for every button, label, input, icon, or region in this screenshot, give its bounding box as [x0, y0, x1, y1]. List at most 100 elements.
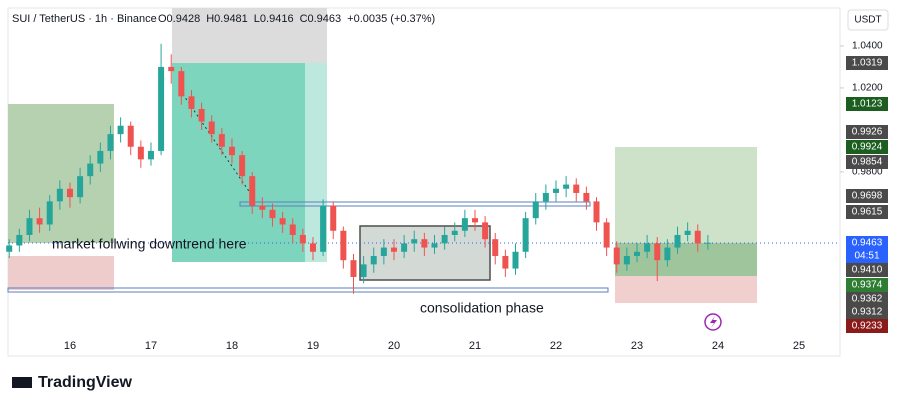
x-tick-label: 18	[226, 340, 238, 352]
candle-body	[249, 176, 256, 206]
price-label: 0.9854	[852, 157, 883, 168]
price-label-bg	[846, 236, 888, 250]
support-channel	[7, 287, 609, 293]
candle-body	[664, 247, 671, 261]
candle-body	[198, 108, 205, 122]
candle-body	[634, 251, 641, 256]
candle-body	[390, 247, 397, 252]
candle-body	[684, 230, 691, 235]
candle-body	[77, 176, 84, 198]
candle-body	[168, 66, 175, 72]
zone-green	[8, 104, 114, 243]
currency: USDT	[854, 15, 881, 26]
ohlc-value: O0.9428	[158, 13, 200, 25]
candle-body	[492, 239, 499, 256]
candle-body	[158, 66, 165, 151]
price-label: 0.9233	[852, 321, 883, 332]
y-tick-label: 1.0400	[852, 41, 883, 52]
price-label-bg	[846, 292, 888, 306]
brand: TradingView	[38, 374, 133, 391]
candle-body	[431, 243, 438, 248]
candle-body	[279, 218, 286, 225]
candle-body	[512, 251, 519, 269]
candle-body	[137, 146, 144, 160]
candle-body	[117, 125, 124, 135]
candle-body	[299, 234, 306, 244]
candle-body	[593, 201, 600, 223]
y-tick-label: 0.9800	[852, 167, 883, 178]
brand-logo	[12, 377, 32, 388]
candle-body	[694, 230, 701, 244]
price-label-bg	[846, 56, 888, 70]
price-label-bg	[846, 189, 888, 203]
candle-body	[178, 71, 185, 97]
price-label: 0.9698	[852, 191, 883, 202]
price-label: 1.0319	[852, 58, 883, 69]
candle-body	[188, 96, 195, 109]
candle-body	[46, 201, 53, 225]
candle-body	[16, 234, 23, 246]
currency-box[interactable]	[847, 9, 889, 31]
candle-body	[26, 218, 33, 235]
candle-body	[87, 163, 94, 177]
x-tick-label: 22	[550, 340, 562, 352]
price-label: 0.9463	[852, 238, 883, 249]
zone-stop	[615, 276, 757, 303]
ohlc-value: C0.9463	[300, 13, 342, 25]
candle-body	[441, 234, 448, 244]
candle-body	[289, 224, 296, 235]
x-tick-label: 17	[145, 340, 157, 352]
candle-body	[482, 222, 489, 240]
ohlc-value: +0.0035 (+0.37%)	[347, 13, 435, 25]
candle-body	[613, 247, 620, 265]
candle-body	[502, 255, 509, 269]
symbol: SUI / TetherUS · 1h · Binance	[12, 13, 157, 25]
x-tick-label: 23	[631, 340, 643, 352]
x-tick-label: 19	[307, 340, 319, 352]
candle-body	[623, 255, 630, 265]
candle-body	[239, 155, 246, 177]
candle-body	[461, 218, 468, 231]
price-label-bg	[846, 155, 888, 169]
zone-entry	[615, 243, 757, 276]
candle-body	[451, 230, 458, 235]
candle-body	[269, 209, 276, 219]
price-label-bg	[846, 305, 888, 319]
candle-body	[563, 184, 570, 189]
candle-body	[66, 188, 73, 198]
x-tick-label: 21	[469, 340, 481, 352]
candle-body	[704, 242, 711, 244]
candle-body	[6, 245, 13, 252]
candle-body	[320, 205, 327, 252]
candle-body	[340, 230, 347, 261]
candle-body	[401, 243, 408, 252]
price-label: 0.9924	[852, 142, 883, 153]
zone-red	[8, 256, 114, 290]
candle-body	[350, 260, 357, 277]
candle-body	[583, 192, 590, 202]
candle-body	[552, 188, 559, 193]
candle-body	[411, 239, 418, 244]
price-label: 0.9374	[852, 280, 883, 291]
price-label: 0.9926	[852, 127, 883, 138]
candle-body	[309, 243, 316, 252]
candle-body	[370, 255, 377, 265]
x-tick-label: 16	[64, 340, 76, 352]
candle-body	[573, 184, 580, 193]
candle-body	[36, 218, 43, 225]
ohlc-value: L0.9416	[254, 13, 294, 25]
candle-body	[603, 222, 610, 248]
price-label: 0.9362	[852, 294, 883, 305]
price-label: 0.9615	[852, 207, 883, 218]
price-label-bg	[846, 125, 888, 139]
candle-body	[522, 218, 529, 252]
price-label: 1.0123	[852, 99, 883, 110]
price-label-bg	[846, 140, 888, 154]
candle-body	[56, 188, 63, 202]
candle-body	[208, 121, 215, 135]
candle-body	[471, 218, 478, 223]
alert-icon[interactable]	[704, 313, 722, 331]
price-label-bg	[846, 319, 888, 333]
price-label-bg	[846, 278, 888, 292]
